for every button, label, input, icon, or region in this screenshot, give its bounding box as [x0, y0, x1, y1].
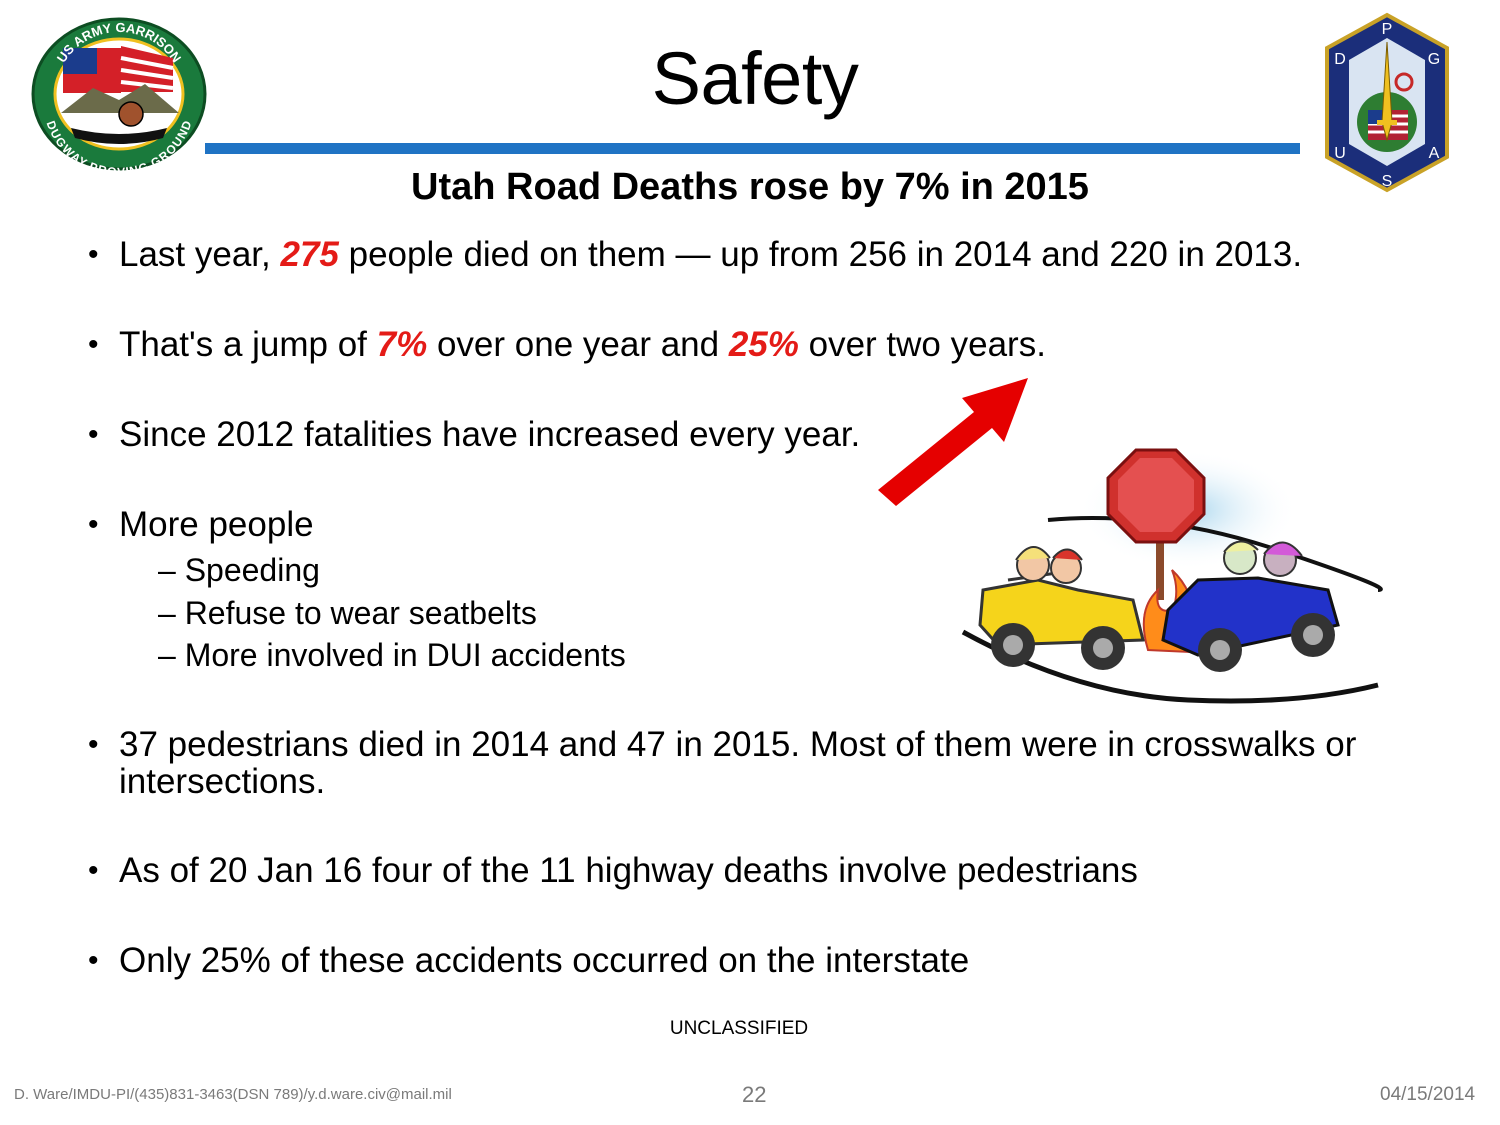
bullet-text: 37 pedestrians died in 2014 and 47 in 20…	[119, 725, 1357, 801]
dpg-usa-shield-logo: P D G U S A	[1325, 12, 1449, 193]
bullet-text: Only 25% of these accidents occurred on …	[119, 941, 970, 980]
bullet-text: Since 2012 fatalities have increased eve…	[119, 415, 861, 454]
footer-date: 04/15/2014	[1380, 1084, 1476, 1105]
title-underline	[205, 143, 1300, 154]
shield-letter-p: P	[1382, 21, 1393, 38]
red-up-arrow-icon	[878, 378, 1028, 506]
highlight-number: 7%	[376, 325, 428, 364]
slide-subtitle: Utah Road Deaths rose by 7% in 2015	[411, 166, 1089, 208]
bullet-glyph: •	[88, 944, 99, 977]
page-number: 22	[742, 1082, 767, 1107]
highlight-number: 275	[280, 235, 339, 274]
bullet-glyph: •	[88, 328, 99, 361]
bullet-text: people died on them — up from 256 in 201…	[338, 235, 1303, 274]
bullet-text: That's a jump of	[119, 325, 377, 364]
shield-letter-g: G	[1428, 51, 1440, 68]
bullet-text: Last year,	[119, 235, 281, 274]
sub-bullet-speeding: – Speeding	[158, 552, 320, 588]
footer-contact: D. Ware/IMDU-PI/(435)831-3463(DSN 789)/y…	[14, 1086, 452, 1103]
bullet-text: over two years.	[798, 325, 1046, 364]
bullet-glyph: •	[88, 418, 99, 451]
classification-marking: UNCLASSIFIED	[669, 1018, 809, 1039]
sub-bullet-dui: – More involved in DUI accidents	[158, 637, 626, 673]
bullet-glyph: •	[88, 508, 99, 541]
car-crash-clipart	[961, 448, 1383, 704]
slide-title: Safety	[651, 37, 859, 120]
bullet-text: As of 20 Jan 16 four of the 11 highway d…	[119, 851, 1138, 890]
bullet-text: over one year and	[427, 325, 729, 364]
bullet-glyph: •	[88, 238, 99, 271]
bullet-text: More people	[119, 505, 314, 544]
shield-letter-d: D	[1334, 51, 1346, 68]
bullet-glyph: •	[88, 728, 99, 761]
shield-letter-s: S	[1382, 173, 1393, 190]
dugway-garrison-logo: US ARMY GARRISON DUGWAY PROVING GROUND	[31, 17, 207, 179]
highlight-number: 25%	[728, 325, 799, 364]
sub-bullet-seatbelts: – Refuse to wear seatbelts	[158, 595, 537, 631]
shield-letter-u: U	[1334, 145, 1346, 162]
bullet-glyph: •	[88, 854, 99, 887]
shield-letter-a: A	[1429, 145, 1440, 162]
